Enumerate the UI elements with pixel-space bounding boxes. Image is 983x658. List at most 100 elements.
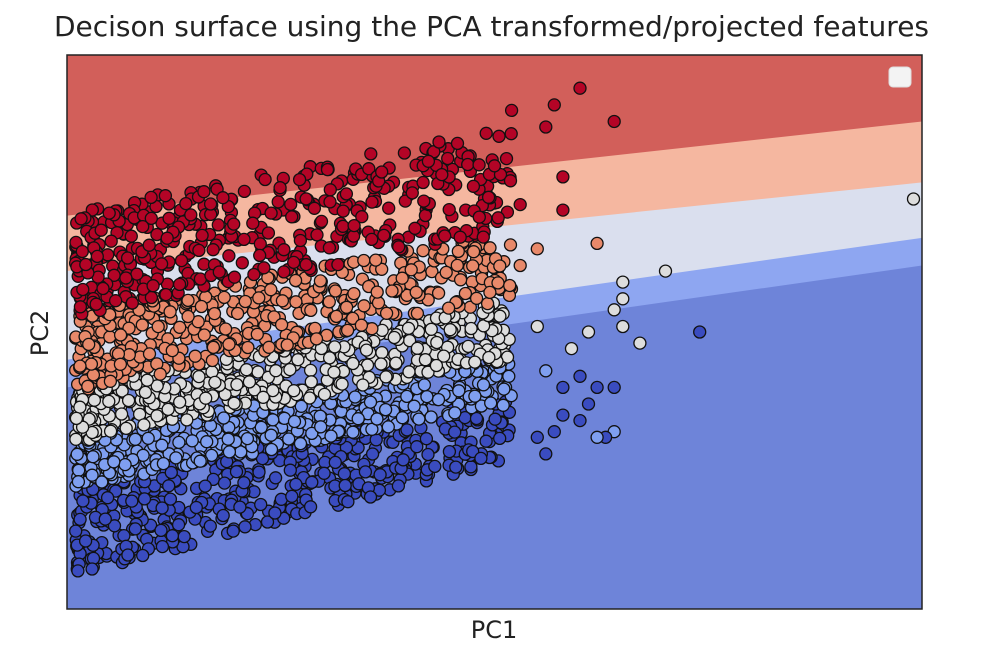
data-point-class-1	[363, 395, 378, 409]
data-point-class-0	[203, 519, 217, 533]
chart-title: Decison surface using the PCA transforme…	[53, 10, 930, 43]
data-point-class-4	[237, 184, 252, 199]
data-point-class-4	[144, 211, 158, 226]
data-point-class-4	[408, 221, 422, 235]
data-point-class-4	[292, 172, 307, 187]
data-point-class-0	[233, 500, 247, 514]
data-point-class-4	[108, 294, 123, 308]
data-point-class-4	[438, 229, 452, 243]
data-point-class-0	[448, 425, 462, 439]
data-point-class-2	[356, 378, 370, 392]
data-point-class-4	[277, 265, 291, 279]
data-point-class-4	[441, 151, 455, 166]
data-point-class-4	[227, 270, 242, 284]
data-point-class-0	[573, 413, 587, 428]
data-point-class-2	[115, 384, 129, 398]
data-point-class-2	[424, 322, 438, 336]
data-point-class-3	[274, 318, 289, 332]
data-point-class-3	[439, 265, 453, 280]
data-point-class-2	[180, 413, 194, 427]
data-point-class-4	[162, 211, 176, 225]
data-point-class-4	[76, 282, 90, 297]
data-point-class-4	[466, 179, 481, 193]
data-point-class-0	[162, 479, 176, 493]
data-point-class-1	[346, 425, 360, 439]
data-point-class-3	[370, 285, 384, 299]
data-point-class-4	[491, 211, 505, 225]
data-point-class-3	[458, 286, 473, 301]
data-point-class-0	[217, 476, 232, 490]
data-point-class-2	[375, 345, 389, 360]
data-point-class-3	[275, 294, 290, 308]
data-point-class-0	[363, 490, 378, 504]
data-point-class-2	[322, 351, 337, 365]
data-point-class-4	[299, 257, 313, 272]
data-point-class-2	[73, 400, 87, 414]
data-point-class-3	[86, 368, 101, 382]
data-point-class-0	[547, 425, 561, 439]
data-point-class-3	[280, 338, 294, 352]
data-point-class-3	[181, 293, 195, 308]
data-point-class-2	[119, 421, 133, 435]
data-point-class-1	[217, 411, 231, 425]
data-point-class-2	[389, 356, 403, 370]
data-point-class-3	[357, 299, 371, 313]
data-point-class-4	[277, 243, 291, 257]
data-point-class-3	[530, 242, 544, 256]
data-point-class-4	[203, 197, 218, 211]
data-point-class-4	[120, 251, 135, 265]
data-point-class-4	[285, 210, 299, 224]
data-point-class-0	[358, 465, 373, 479]
data-point-class-3	[379, 306, 394, 320]
data-point-class-3	[81, 379, 95, 393]
data-point-class-0	[85, 562, 99, 576]
y-axis-label: PC2	[26, 309, 54, 357]
data-point-class-4	[227, 217, 241, 231]
data-point-class-4	[136, 219, 150, 234]
data-point-class-4	[206, 243, 220, 257]
data-point-class-0	[125, 494, 139, 508]
data-point-class-1	[476, 378, 491, 392]
data-point-class-2	[239, 363, 254, 377]
data-point-class-2	[192, 369, 206, 384]
data-point-class-4	[287, 255, 301, 270]
data-point-class-3	[329, 309, 344, 324]
data-point-class-4	[75, 244, 89, 259]
data-point-class-3	[431, 286, 446, 300]
data-point-class-3	[309, 332, 324, 346]
data-point-class-3	[218, 322, 233, 336]
data-point-class-3	[410, 306, 425, 321]
data-point-class-4	[442, 202, 456, 217]
data-point-class-1	[266, 413, 280, 427]
data-point-class-0	[78, 534, 93, 548]
x-axis-label: PC1	[470, 616, 518, 644]
data-point-class-3	[217, 290, 231, 305]
data-point-class-1	[282, 432, 296, 446]
data-point-class-2	[430, 335, 444, 350]
data-point-class-0	[71, 564, 85, 578]
data-point-class-3	[113, 328, 128, 342]
data-point-class-1	[431, 392, 446, 407]
data-point-class-3	[450, 258, 464, 273]
data-point-class-2	[102, 394, 116, 409]
data-point-class-4	[74, 212, 88, 226]
data-point-class-1	[85, 468, 99, 482]
data-point-class-2	[137, 418, 151, 432]
data-point-class-1	[169, 451, 183, 465]
data-point-class-3	[241, 340, 255, 355]
data-point-class-3	[230, 306, 245, 321]
data-point-class-3	[289, 295, 303, 309]
data-point-class-2	[564, 341, 579, 356]
data-point-class-2	[303, 363, 318, 378]
data-point-class-0	[137, 492, 152, 506]
data-point-class-1	[141, 431, 155, 445]
data-point-class-2	[173, 395, 187, 409]
data-point-class-1	[221, 432, 235, 446]
data-point-class-1	[417, 378, 432, 392]
data-point-class-4	[453, 230, 467, 244]
data-point-class-4	[503, 174, 518, 188]
data-point-class-1	[172, 435, 186, 450]
data-point-class-2	[327, 365, 341, 379]
data-point-class-0	[229, 465, 244, 479]
data-point-class-4	[417, 194, 431, 208]
